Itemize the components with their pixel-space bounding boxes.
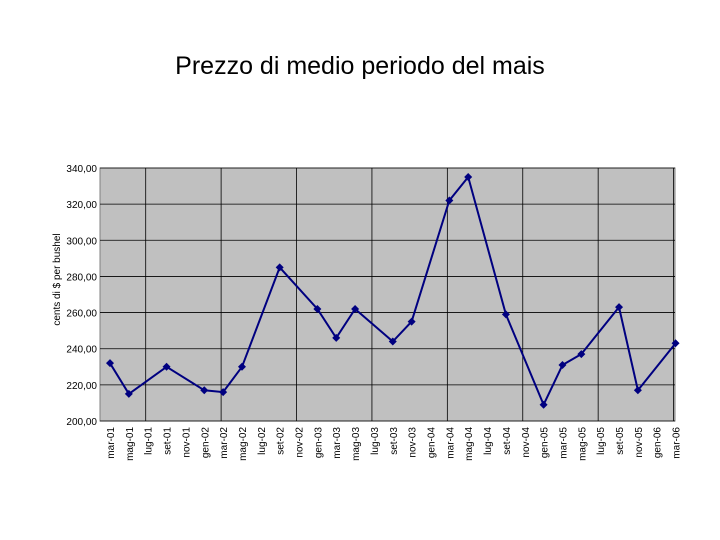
- y-tick-label: 300,00: [66, 236, 97, 247]
- x-tick-label: mar-05: [558, 427, 569, 459]
- x-axis-ticks: mar-01 mag-01 lug-01 set-01 nov-01 gen-02 mar-…: [106, 427, 683, 461]
- x-tick-label: nov-05: [634, 427, 645, 458]
- data-point-marker: [200, 386, 209, 395]
- x-tick-label: nov-01: [181, 427, 192, 458]
- y-tick-label: 320,00: [66, 200, 97, 211]
- x-tick-label: mag-03: [351, 427, 362, 461]
- x-tick-label: nov-02: [295, 427, 306, 458]
- data-point-marker: [106, 359, 114, 368]
- x-tick-label: set-01: [163, 427, 174, 455]
- x-tick-label: lug-02: [257, 427, 268, 455]
- y-tick-label: 340,00: [66, 164, 97, 175]
- x-tick-label: mar-06: [672, 427, 683, 459]
- chart-title: Prezzo di medio periodo del mais: [175, 52, 545, 80]
- x-tick-label: lug-05: [596, 427, 607, 455]
- data-point-marker: [577, 350, 586, 359]
- x-tick-label: lug-01: [144, 427, 155, 455]
- plot-area: [99, 167, 676, 422]
- x-tick-label: set-05: [615, 427, 626, 455]
- data-point-marker: [237, 362, 246, 371]
- y-tick-label: 260,00: [66, 309, 97, 320]
- y-tick-label: 280,00: [66, 272, 97, 283]
- x-tick-label: lug-04: [483, 427, 494, 455]
- gridlines: [100, 167, 675, 422]
- data-markers: [106, 173, 680, 409]
- y-axis-ticks: 340,00 320,00 300,00 280,00 260,00 240,00 220,…: [66, 164, 97, 428]
- y-tick-label: 240,00: [66, 345, 97, 356]
- data-point-marker: [633, 386, 642, 395]
- y-tick-label: 220,00: [66, 381, 97, 392]
- data-point-marker: [162, 362, 171, 371]
- data-point-marker: [671, 339, 680, 348]
- data-point-marker: [501, 310, 510, 319]
- x-tick-label: mag-04: [464, 427, 475, 461]
- x-tick-label: nov-03: [408, 427, 419, 458]
- data-point-marker: [445, 196, 454, 205]
- data-point-marker: [275, 263, 284, 272]
- x-tick-label: gen-02: [200, 427, 211, 459]
- y-tick-label: 200,00: [66, 417, 97, 428]
- x-tick-label: gen-03: [313, 427, 324, 459]
- x-tick-label: mar-03: [332, 427, 343, 459]
- x-tick-label: mag-01: [125, 427, 136, 461]
- x-tick-label: mag-05: [577, 427, 588, 461]
- x-tick-label: nov-04: [521, 427, 532, 458]
- data-point-marker: [558, 360, 567, 369]
- x-tick-label: gen-04: [426, 427, 437, 459]
- x-tick-label: mag-02: [238, 427, 249, 461]
- data-point-marker: [124, 389, 133, 398]
- x-tick-label: mar-02: [219, 427, 230, 459]
- x-tick-label: mar-01: [106, 427, 117, 459]
- data-point-marker: [351, 304, 360, 313]
- x-tick-label: set-02: [276, 427, 287, 455]
- data-point-marker: [332, 333, 341, 342]
- x-tick-label: lug-03: [370, 427, 381, 455]
- x-tick-label: mar-04: [445, 427, 456, 459]
- data-point-marker: [219, 388, 228, 397]
- x-tick-label: gen-06: [653, 427, 664, 459]
- data-point-marker: [388, 337, 397, 346]
- x-tick-label: set-03: [389, 427, 400, 455]
- data-point-marker: [615, 303, 624, 312]
- y-axis-label: cents di $ per bushel: [52, 233, 63, 325]
- data-point-marker: [313, 304, 322, 313]
- data-point-marker: [464, 173, 473, 182]
- data-point-marker: [407, 317, 416, 326]
- x-tick-label: set-04: [502, 427, 513, 455]
- x-tick-label: gen-05: [540, 427, 551, 459]
- data-point-marker: [539, 400, 548, 409]
